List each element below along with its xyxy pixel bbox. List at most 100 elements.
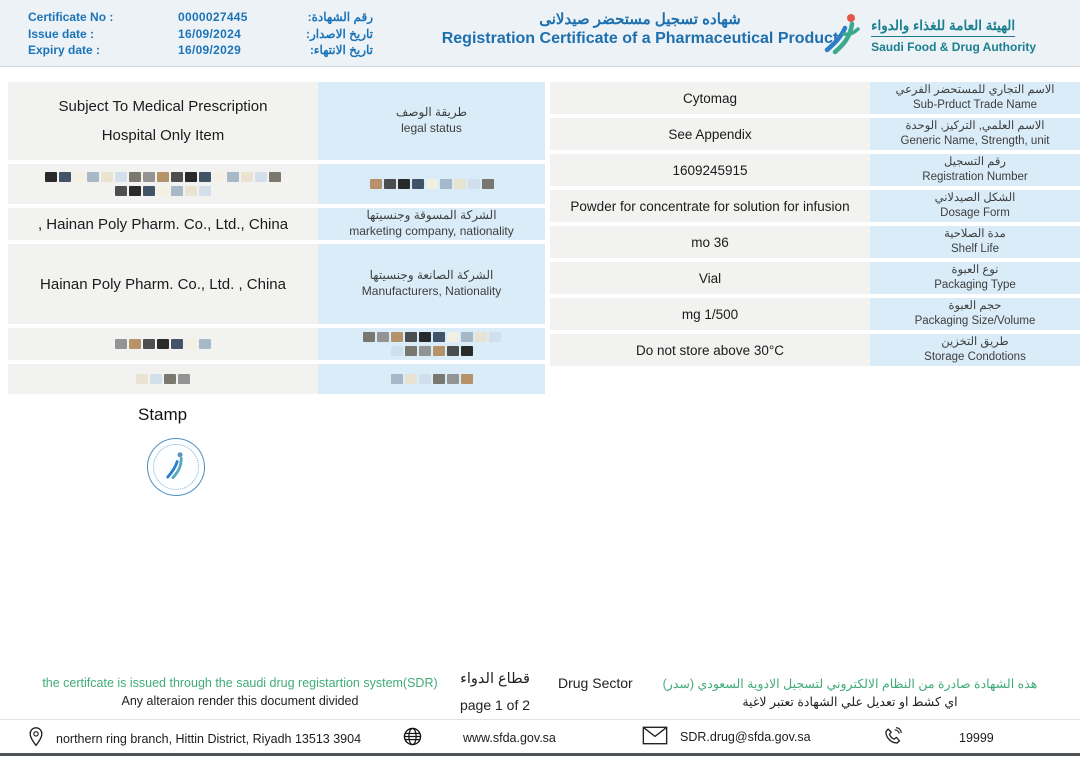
sfda-figure-icon [822, 11, 862, 60]
field-generic-name: See Appendix الاسم العلمي, التركيز, الوح… [550, 118, 1080, 150]
trade-name-value: Cytomag [550, 82, 870, 114]
trade-name-label-ar: الاسم التجاري للمستحضر الفرعي [895, 84, 1055, 97]
field-marketing-company: , Hainan Poly Pharm. Co., Ltd., China ال… [8, 208, 545, 240]
marketing-company-label-en: marketing company, nationality [349, 224, 514, 238]
redacted-value-3 [8, 364, 318, 394]
meta-row-issue-date: Issue date : 16/09/2024 تاريخ الاصدار: [28, 26, 373, 43]
packaging-size-value: mg 1/500 [550, 298, 870, 330]
drug-sector-english: Drug Sector [558, 675, 633, 691]
issue-date-value: 16/09/2024 [178, 26, 242, 41]
registration-number-value: 1609245915 [550, 154, 870, 186]
shelf-life-value: mo 36 [550, 226, 870, 258]
sfda-logo: الهيئة العامة للغذاء والدواء Saudi Food … [822, 11, 1036, 60]
storage-conditions-label-en: Storage Condotions [924, 351, 1026, 363]
dosage-form-label-en: Dosage Form [940, 207, 1010, 219]
manufacturer-label-ar: الشركة الصانعة وجنسيتها [369, 268, 494, 283]
note-alteration-arabic: اي كشط او تعديل علي الشهادة تعتبر لاغية [742, 695, 958, 709]
phone-text: 19999 [959, 731, 994, 745]
field-registration-number: 1609245915 رقم التسجيل Registration Numb… [550, 154, 1080, 186]
expiry-date-label-ar: تاريخ الانتهاء: [309, 43, 373, 58]
manufacturer-value: Hainan Poly Pharm. Co., Ltd. , China [8, 244, 318, 324]
redaction-mosaic [362, 332, 501, 342]
packaging-size-label-ar: حجم العبوة [948, 300, 1002, 313]
dosage-form-value: Powder for concentrate for solution for … [550, 190, 870, 222]
registration-number-label-en: Registration Number [922, 171, 1028, 183]
packaging-type-label-ar: نوع العبوة [951, 264, 999, 277]
storage-conditions-label: طريق التخزين Storage Condotions [870, 334, 1080, 366]
dosage-form-label: الشكل الصيدلاني Dosage Form [870, 190, 1080, 222]
meta-row-certificate-no: Certificate No : 0000027445 رقم الشهادة: [28, 9, 373, 26]
trade-name-label-en: Sub-Prduct Trade Name [912, 99, 1037, 111]
right-field-table: Cytomag الاسم التجاري للمستحضر الفرعي Su… [550, 82, 1080, 370]
note-sdr-english: the certifcate is issued through the sau… [42, 676, 438, 690]
field-dosage-form: Powder for concentrate for solution for … [550, 190, 1080, 222]
packaging-size-label: حجم العبوة Packaging Size/Volume [870, 298, 1080, 330]
drug-sector-arabic: قطاع الدواء [460, 671, 530, 687]
field-storage-conditions: Do not store above 30°C طريق التخزين Sto… [550, 334, 1080, 366]
trade-name-label: الاسم التجاري للمستحضر الفرعي Sub-Prduct… [870, 82, 1080, 114]
redacted-value-1 [8, 164, 318, 204]
page-title-english: Registration Certificate of a Pharmaceut… [441, 30, 839, 47]
stamp-inner-ring [150, 441, 202, 493]
field-legal-status: Subject To Medical Prescription Hospital… [8, 82, 545, 160]
footer-email: SDR.drug@sfda.gov.sa [642, 726, 811, 748]
email-text: SDR.drug@sfda.gov.sa [680, 730, 811, 744]
sfda-name-english: Saudi Food & Drug Authority [871, 39, 1036, 54]
certificate-no-label: Certificate No : [28, 10, 114, 25]
phone-icon [882, 726, 903, 750]
location-pin-icon [26, 726, 46, 751]
legal-status-label-ar: طريقة الوصف [395, 105, 468, 120]
left-field-table: Subject To Medical Prescription Hospital… [8, 82, 545, 398]
page-title: شهاده تسجيل مستحضر صيدلانى Registration … [370, 10, 910, 48]
redacted-label-3 [318, 364, 545, 394]
footer-website: www.sfda.gov.sa [402, 726, 556, 750]
redaction-mosaic [136, 374, 190, 384]
header-bar: Certificate No : 0000027445 رقم الشهادة:… [0, 0, 1080, 67]
field-redacted-1 [8, 164, 545, 204]
field-packaging-size: mg 1/500 حجم العبوة Packaging Size/Volum… [550, 298, 1080, 330]
note-alteration-english: Any alteraion render this document divid… [121, 694, 359, 708]
marketing-company-value: , Hainan Poly Pharm. Co., Ltd., China [8, 208, 318, 240]
manufacturer-label-en: Manufacturers, Nationality [361, 284, 502, 298]
legal-status-line2: Hospital Only Item [101, 127, 225, 144]
globe-icon [402, 726, 423, 750]
legal-status-label: طريقة الوصف legal status [318, 82, 545, 160]
page-title-arabic: شهاده تسجيل مستحضر صيدلانى [539, 11, 741, 28]
packaging-type-label: نوع العبوة Packaging Type [870, 262, 1080, 294]
packaging-size-label-en: Packaging Size/Volume [914, 315, 1036, 327]
dosage-form-label-ar: الشكل الصيدلاني [934, 192, 1016, 205]
field-packaging-type: Vial نوع العبوة Packaging Type [550, 262, 1080, 294]
note-sdr-arabic: هذه الشهادة صادرة من النظام الالكتروني ل… [662, 677, 1038, 691]
marketing-company-label: الشركة المسوقة وجنسيتها marketing compan… [318, 208, 545, 240]
stamp-label: Stamp [138, 405, 188, 424]
registration-number-label: رقم التسجيل Registration Number [870, 154, 1080, 186]
expiry-date-value: 16/09/2029 [178, 43, 242, 58]
envelope-icon [642, 726, 668, 748]
footer-divider [0, 719, 1080, 720]
sfda-name-arabic: الهيئة العامة للغذاء والدواء [871, 18, 1016, 37]
footer-rule [0, 753, 1080, 756]
redaction-mosaic [369, 179, 494, 189]
packaging-type-label-en: Packaging Type [934, 279, 1016, 291]
certificate-meta: Certificate No : 0000027445 رقم الشهادة:… [28, 9, 373, 59]
generic-name-label-en: Generic Name, Strength, unit [900, 135, 1050, 147]
redacted-value-2 [8, 328, 318, 360]
redaction-mosaic [390, 346, 473, 356]
certificate-no-label-ar: رقم الشهادة: [307, 10, 373, 25]
legal-status-line1: Subject To Medical Prescription [58, 98, 268, 115]
redacted-label-2 [318, 328, 545, 360]
footer-phone: 19999 [882, 726, 994, 750]
generic-name-label-ar: الاسم العلمي, التركيز, الوحدة [905, 120, 1045, 133]
expiry-date-label: Expiry date : [28, 43, 101, 58]
redaction-mosaic [115, 186, 211, 196]
shelf-life-label-en: Shelf Life [951, 243, 999, 255]
field-shelf-life: mo 36 مدة الصلاحية Shelf Life [550, 226, 1080, 258]
sfda-logo-text: الهيئة العامة للغذاء والدواء Saudi Food … [871, 18, 1036, 54]
storage-conditions-value: Do not store above 30°C [550, 334, 870, 366]
shelf-life-label: مدة الصلاحية Shelf Life [870, 226, 1080, 258]
field-redacted-2 [8, 328, 545, 360]
manufacturer-label: الشركة الصانعة وجنسيتها Manufacturers, N… [318, 244, 545, 324]
issue-date-label: Issue date : [28, 26, 95, 41]
official-stamp [143, 434, 209, 500]
storage-conditions-label-ar: طريق التخزين [941, 336, 1009, 349]
